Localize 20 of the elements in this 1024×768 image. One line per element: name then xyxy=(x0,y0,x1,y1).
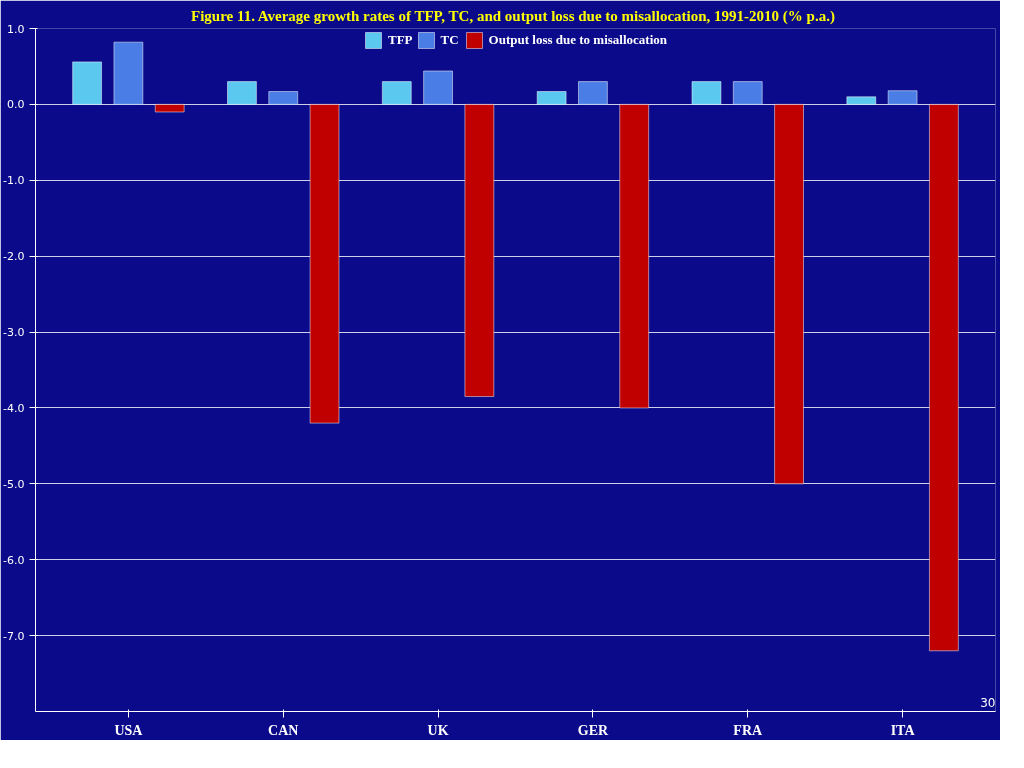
y-tick-label: -3.0 xyxy=(3,326,25,340)
x-tick-label: UK xyxy=(427,722,449,738)
y-tick-label: -5.0 xyxy=(3,477,25,491)
annotation: 30 xyxy=(980,695,996,710)
y-tick-label: -7.0 xyxy=(3,629,25,643)
chart-title: Figure 11. Average growth rates of TFP, TC, and output loss due to misallocation, 1991-2010 (% p.a.) xyxy=(190,7,835,25)
x-tick-label: GER xyxy=(577,722,609,738)
x-tick-label: ITA xyxy=(890,722,916,738)
x-tick-label: USA xyxy=(114,722,144,738)
y-tick-label: -2.0 xyxy=(3,250,25,264)
legend-label: TFP xyxy=(388,32,413,48)
x-tick-label: CAN xyxy=(268,722,299,738)
legend-label: Output loss due to misallocation xyxy=(488,32,667,48)
x-tick-label: FRA xyxy=(733,722,764,738)
y-tick-label: -6.0 xyxy=(3,553,25,567)
y-tick-label: -1.0 xyxy=(3,174,25,188)
y-tick-label: 1.0 xyxy=(7,22,25,36)
legend-label: TC xyxy=(440,32,460,48)
y-tick-label: 0.0 xyxy=(7,98,25,112)
y-tick-label: -4.0 xyxy=(3,401,25,415)
